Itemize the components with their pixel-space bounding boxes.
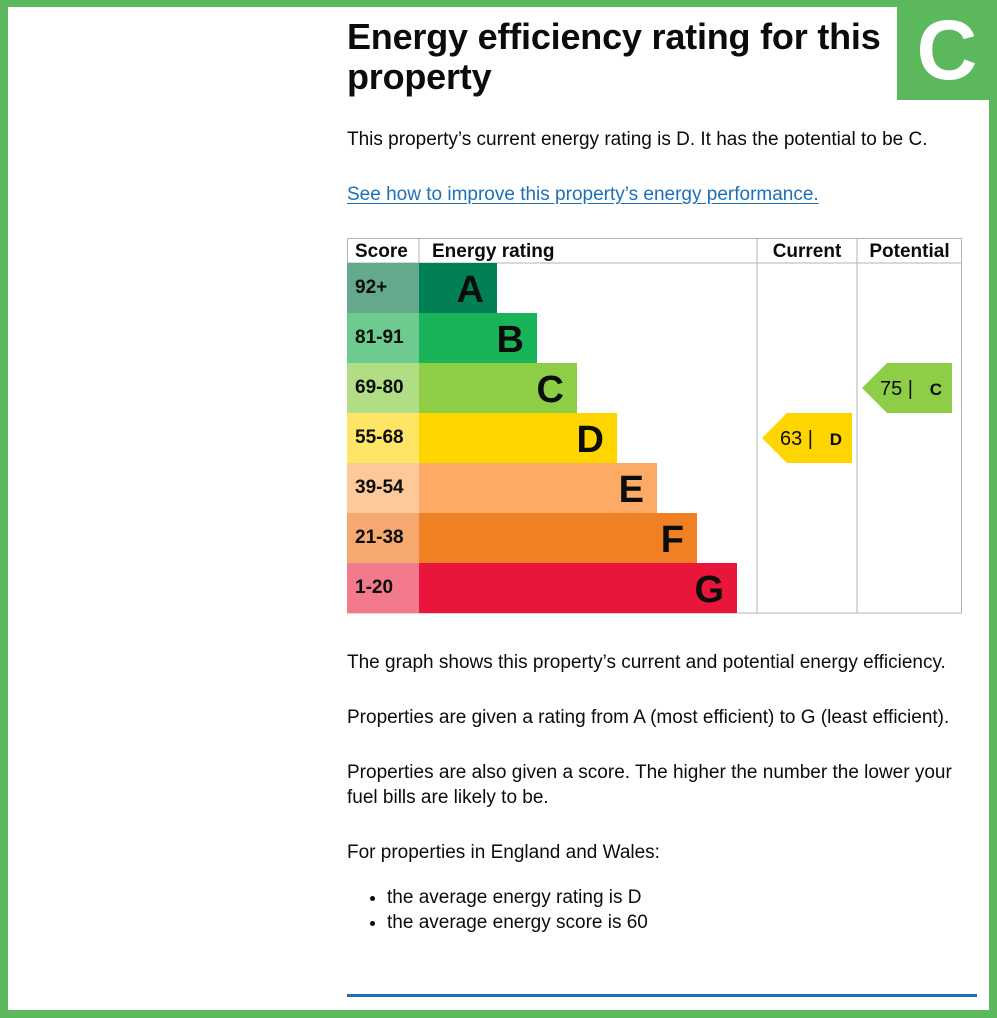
- rating-bar-f: [419, 513, 697, 563]
- rating-bar-d: [419, 413, 617, 463]
- energy-rating-chart: Score Energy rating Current Potential 92+ A 81…: [347, 238, 962, 614]
- score-range-label: 21-38: [355, 527, 404, 548]
- improve-performance-link[interactable]: See how to improve this property’s energ…: [347, 184, 819, 205]
- section-divider: [347, 994, 977, 997]
- score-range-label: 69-80: [355, 377, 404, 398]
- score-cell: [347, 563, 419, 613]
- score-cell: [347, 313, 419, 363]
- rating-bar-c: [419, 363, 577, 413]
- list-item: the average energy rating is D: [387, 885, 648, 910]
- current-rating-score-label: 63 |: [780, 428, 813, 450]
- score-range-label: 55-68: [355, 427, 404, 448]
- potential-rating-letter: C: [930, 380, 942, 399]
- graph-explanation: The graph shows this property’s current …: [347, 652, 946, 673]
- score-cell: [347, 263, 419, 313]
- header-energy-rating: Energy rating: [432, 241, 554, 262]
- score-cell: [347, 463, 419, 513]
- rating-bar-a: [419, 263, 497, 313]
- score-range-label: 39-54: [355, 477, 404, 498]
- rating-letter: C: [537, 369, 564, 411]
- rating-explanation: Properties are given a rating from A (mo…: [347, 707, 950, 728]
- rating-letter: B: [497, 319, 524, 361]
- potential-rating-score-label: 75 |: [880, 378, 913, 400]
- rating-letter: F: [661, 519, 684, 561]
- rating-letter: E: [619, 469, 644, 511]
- rating-letter: G: [694, 569, 724, 611]
- score-cell: [347, 363, 419, 413]
- page-title: Energy efficiency rating for this proper…: [347, 16, 881, 97]
- current-rating-letter: D: [830, 430, 842, 449]
- score-range-label: 92+: [355, 277, 387, 298]
- england-wales-intro: For properties in England and Wales:: [347, 842, 660, 863]
- rating-bar-g: [419, 563, 737, 613]
- improve-link-wrapper: See how to improve this property’s energ…: [347, 182, 977, 207]
- current-rating-arrow: [762, 413, 852, 463]
- rating-letter: A: [457, 269, 484, 311]
- header-potential: Potential: [869, 241, 949, 262]
- header-current: Current: [773, 241, 842, 262]
- rating-letter: D: [577, 419, 604, 461]
- score-range-label: 1-20: [355, 577, 393, 598]
- score-range-label: 81-91: [355, 327, 404, 348]
- rating-bar-b: [419, 313, 537, 363]
- header-score: Score: [355, 241, 408, 262]
- rating-bar-e: [419, 463, 657, 513]
- rating-badge: C: [897, 0, 997, 100]
- averages-list: the average energy rating is D the avera…: [347, 885, 648, 935]
- potential-rating-arrow: [862, 363, 952, 413]
- list-item: the average energy score is 60: [387, 910, 648, 935]
- score-explanation: Properties are also given a score. The h…: [347, 762, 952, 808]
- intro-text: This property’s current energy rating is…: [347, 129, 928, 150]
- score-cell: [347, 413, 419, 463]
- score-cell: [347, 513, 419, 563]
